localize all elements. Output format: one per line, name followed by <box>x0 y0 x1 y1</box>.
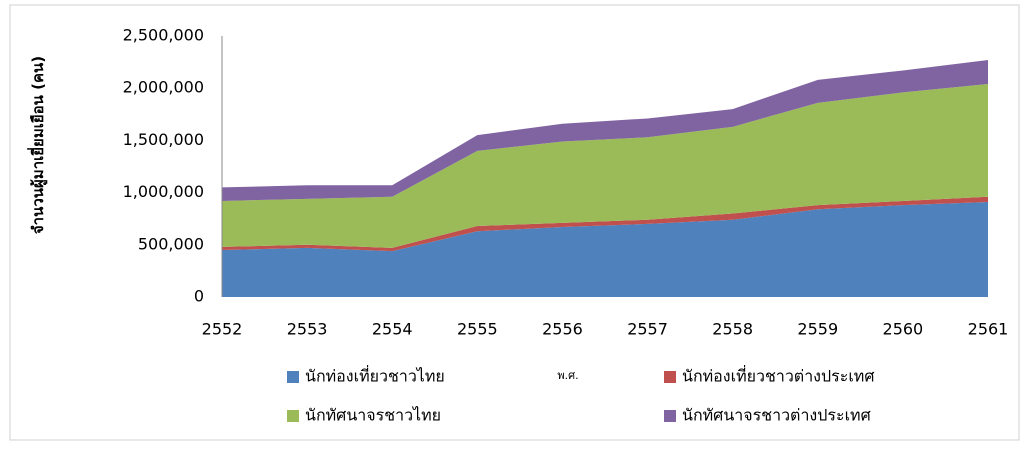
legend-label: นักท่องเที่ยวชาวไทย <box>305 365 445 386</box>
legend-label: นักท่องเที่ยวชาวต่างประเทศ <box>682 365 875 386</box>
x-tick-label: 2553 <box>287 320 328 339</box>
legend-swatch <box>287 410 299 422</box>
legend-label: นักทัศนาจรชาวไทย <box>305 406 441 425</box>
x-tick-label: 2560 <box>883 320 924 339</box>
frame <box>9 4 1020 441</box>
x-tick-label: 2555 <box>457 320 498 339</box>
x-tick-label: 2556 <box>542 320 583 339</box>
y-tick-label: 2,500,000 <box>123 26 204 45</box>
y-tick-label: 0 <box>194 287 204 306</box>
x-tick-label: 2557 <box>627 320 668 339</box>
legend-swatch <box>287 371 299 383</box>
x-tick-label: 2559 <box>797 320 838 339</box>
y-tick-label: 1,000,000 <box>123 182 204 201</box>
area <box>222 84 988 248</box>
legend-swatch <box>664 410 676 422</box>
legend-swatch <box>664 371 676 383</box>
area <box>222 60 988 201</box>
y-tick-label: 1,500,000 <box>123 130 204 149</box>
y-tick-label: 2,000,000 <box>123 78 204 97</box>
x-tick-label: 2561 <box>968 320 1009 339</box>
area <box>222 196 988 252</box>
x-tick-label: 2552 <box>202 320 243 339</box>
y-axis-label: จำนวนผู้มาเยี่ยมเยือน (คน) <box>29 55 47 235</box>
y-tick-label: 500,000 <box>138 234 204 253</box>
legend-label: นักทัศนาจรชาวต่างประเทศ <box>682 406 871 425</box>
x-tick-label: 2554 <box>372 320 413 339</box>
x-axis-label: พ.ศ. <box>557 369 578 382</box>
area <box>222 201 988 297</box>
x-tick-label: 2558 <box>712 320 753 339</box>
